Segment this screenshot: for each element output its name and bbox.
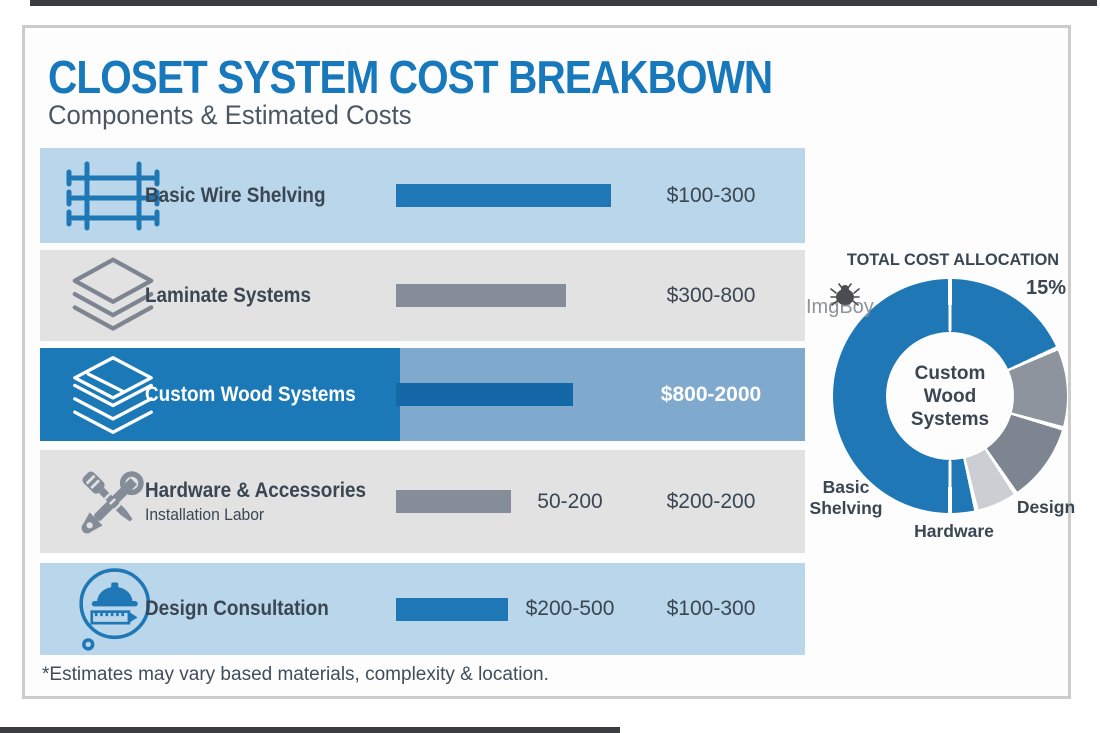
row-basic-wire-shelving: Basic Wire Shelving $100-300 [40, 148, 805, 243]
donut-hole: Custom Wood Systems [886, 332, 1014, 460]
wood-layers-icon [55, 348, 170, 441]
watermark-text: ImgBoy [806, 296, 874, 318]
row-label: Hardware & Accessories [145, 478, 366, 502]
chart-title: TOTAL COST ALLOCATION [846, 250, 1060, 269]
cost-bar [396, 490, 511, 513]
tools-icon [55, 450, 170, 553]
secondary-range: $200-500 [525, 597, 615, 620]
segment-label-hardware: Hardware [914, 521, 994, 541]
layers-icon [55, 250, 170, 341]
row-label: Design Consultation [145, 597, 329, 620]
row-label: Custom Wood Systems [145, 382, 356, 406]
row-label: Basic Wire Shelving [145, 183, 326, 207]
row-sublabel: Installation Labor [145, 504, 265, 524]
bug-icon [830, 283, 860, 312]
price-range: $100-300 [666, 183, 756, 207]
row-design-consultation: Design Consultation $200-500 $100-300 [40, 563, 805, 655]
price-range: $200-200 [666, 489, 756, 513]
cost-bar [396, 184, 611, 207]
design-consultation-icon [55, 563, 170, 655]
segment-label-design: Design [1016, 497, 1076, 517]
cost-bar [396, 284, 566, 307]
donut-chart: Custom Wood Systems [833, 279, 1067, 513]
price-range: $300-800 [666, 283, 756, 307]
page-title: CLOSET SYSTEM COST BREAKBOWN [48, 51, 773, 103]
wire-shelving-icon [55, 148, 170, 243]
cost-bar [396, 597, 508, 621]
bottom-edge-strip [0, 727, 620, 733]
segment-label-percent: 15% [1026, 277, 1067, 299]
price-range: $100-300 [666, 597, 756, 620]
row-hardware-accessories: Hardware & Accessories Installation Labo… [40, 450, 805, 553]
donut-center-label: Custom Wood Systems [910, 362, 990, 430]
secondary-range: 50-200 [537, 489, 603, 513]
footnote: *Estimates may vary based materials, com… [42, 664, 549, 685]
row-label: Laminate Systems [145, 283, 311, 307]
cost-bar [396, 383, 573, 406]
top-edge-strip [30, 0, 1097, 6]
price-range: $800-2000 [660, 382, 762, 406]
segment-label-basic-shelving: Basic Shelving [809, 477, 883, 518]
row-laminate-systems: Laminate Systems $300-800 [40, 250, 805, 341]
row-custom-wood-systems: Custom Wood Systems $800-2000 [40, 348, 805, 441]
page-subtitle: Components & Estimated Costs [48, 100, 412, 130]
